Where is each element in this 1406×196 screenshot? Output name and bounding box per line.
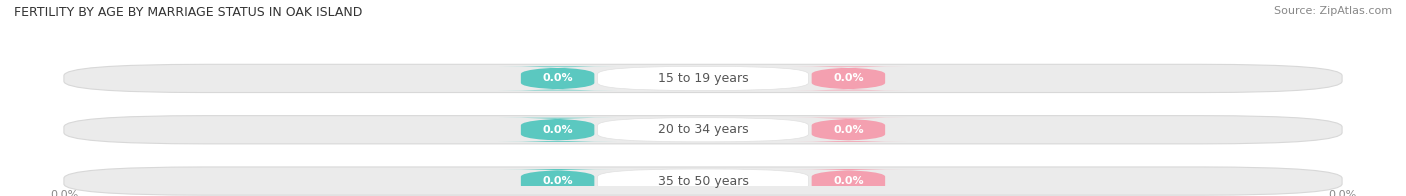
FancyBboxPatch shape — [63, 116, 1343, 144]
Text: 0.0%: 0.0% — [543, 125, 572, 135]
Text: 0.0%: 0.0% — [543, 176, 572, 186]
Text: 0.0%: 0.0% — [543, 74, 572, 83]
FancyBboxPatch shape — [598, 118, 808, 142]
FancyBboxPatch shape — [598, 169, 808, 193]
FancyBboxPatch shape — [789, 169, 907, 193]
FancyBboxPatch shape — [499, 118, 617, 142]
FancyBboxPatch shape — [598, 66, 808, 91]
Text: 0.0%: 0.0% — [834, 176, 863, 186]
Text: 20 to 34 years: 20 to 34 years — [658, 123, 748, 136]
Text: 0.0%: 0.0% — [834, 125, 863, 135]
Text: FERTILITY BY AGE BY MARRIAGE STATUS IN OAK ISLAND: FERTILITY BY AGE BY MARRIAGE STATUS IN O… — [14, 6, 363, 19]
FancyBboxPatch shape — [499, 169, 617, 193]
FancyBboxPatch shape — [789, 118, 907, 142]
Text: 15 to 19 years: 15 to 19 years — [658, 72, 748, 85]
Text: 35 to 50 years: 35 to 50 years — [658, 175, 748, 188]
Text: 0.0%: 0.0% — [834, 74, 863, 83]
FancyBboxPatch shape — [63, 167, 1343, 195]
Text: Source: ZipAtlas.com: Source: ZipAtlas.com — [1274, 6, 1392, 16]
FancyBboxPatch shape — [63, 64, 1343, 93]
FancyBboxPatch shape — [789, 66, 907, 91]
FancyBboxPatch shape — [499, 66, 617, 91]
